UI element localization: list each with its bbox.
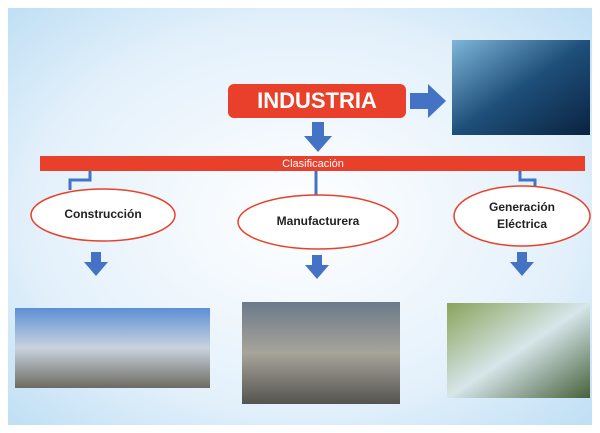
arrow-down bbox=[510, 252, 534, 276]
title: INDUSTRIA bbox=[257, 88, 377, 113]
power-image bbox=[447, 303, 590, 398]
manufacturing-image bbox=[242, 302, 400, 404]
arrow-down bbox=[305, 255, 329, 279]
title-box bbox=[228, 84, 406, 118]
node-label: Manufacturera bbox=[277, 214, 360, 228]
node-label: Eléctrica bbox=[497, 217, 547, 231]
connector bbox=[68, 171, 92, 190]
classification-bar bbox=[40, 156, 585, 171]
tech-image bbox=[452, 40, 590, 135]
construction-image bbox=[15, 308, 210, 388]
bar-label: Clasificación bbox=[282, 158, 344, 170]
node bbox=[453, 185, 591, 247]
arrow-down bbox=[304, 122, 332, 152]
node-label: Generación bbox=[489, 200, 555, 214]
node-label: Construcción bbox=[64, 207, 141, 221]
arrow-right bbox=[410, 84, 446, 118]
node bbox=[30, 188, 176, 242]
node bbox=[237, 194, 399, 250]
connector bbox=[518, 171, 537, 187]
arrow-down bbox=[84, 252, 108, 276]
